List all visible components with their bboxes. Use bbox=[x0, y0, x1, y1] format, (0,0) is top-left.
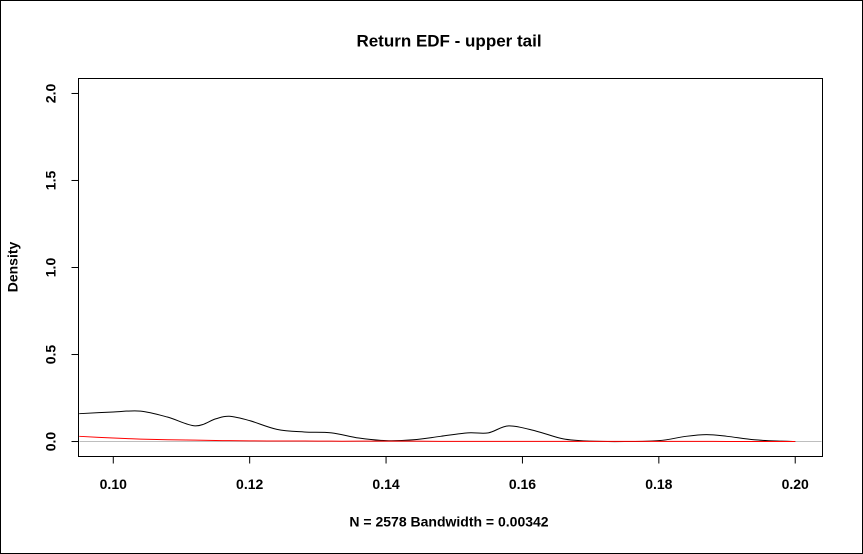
x-tick-label: 0.10 bbox=[100, 476, 127, 492]
x-tick-label: 0.18 bbox=[645, 476, 672, 492]
y-tick-label: 0.5 bbox=[43, 345, 59, 365]
y-tick-label: 2.0 bbox=[43, 84, 59, 104]
chart-title: Return EDF - upper tail bbox=[356, 31, 541, 50]
y-tick-label: 1.0 bbox=[43, 258, 59, 278]
density-line bbox=[79, 410, 796, 443]
x-axis-label: N = 2578 Bandwidth = 0.00342 bbox=[349, 514, 548, 530]
x-tick-label: 0.12 bbox=[236, 476, 263, 492]
x-tick-label: 0.16 bbox=[509, 476, 536, 492]
y-tick-label: 0.0 bbox=[43, 432, 59, 452]
density-line bbox=[79, 435, 796, 443]
x-tick-label: 0.20 bbox=[782, 476, 809, 492]
x-tick-label: 0.14 bbox=[372, 476, 399, 492]
y-tick-label: 1.5 bbox=[43, 171, 59, 191]
y-axis-label: Density bbox=[5, 242, 21, 293]
